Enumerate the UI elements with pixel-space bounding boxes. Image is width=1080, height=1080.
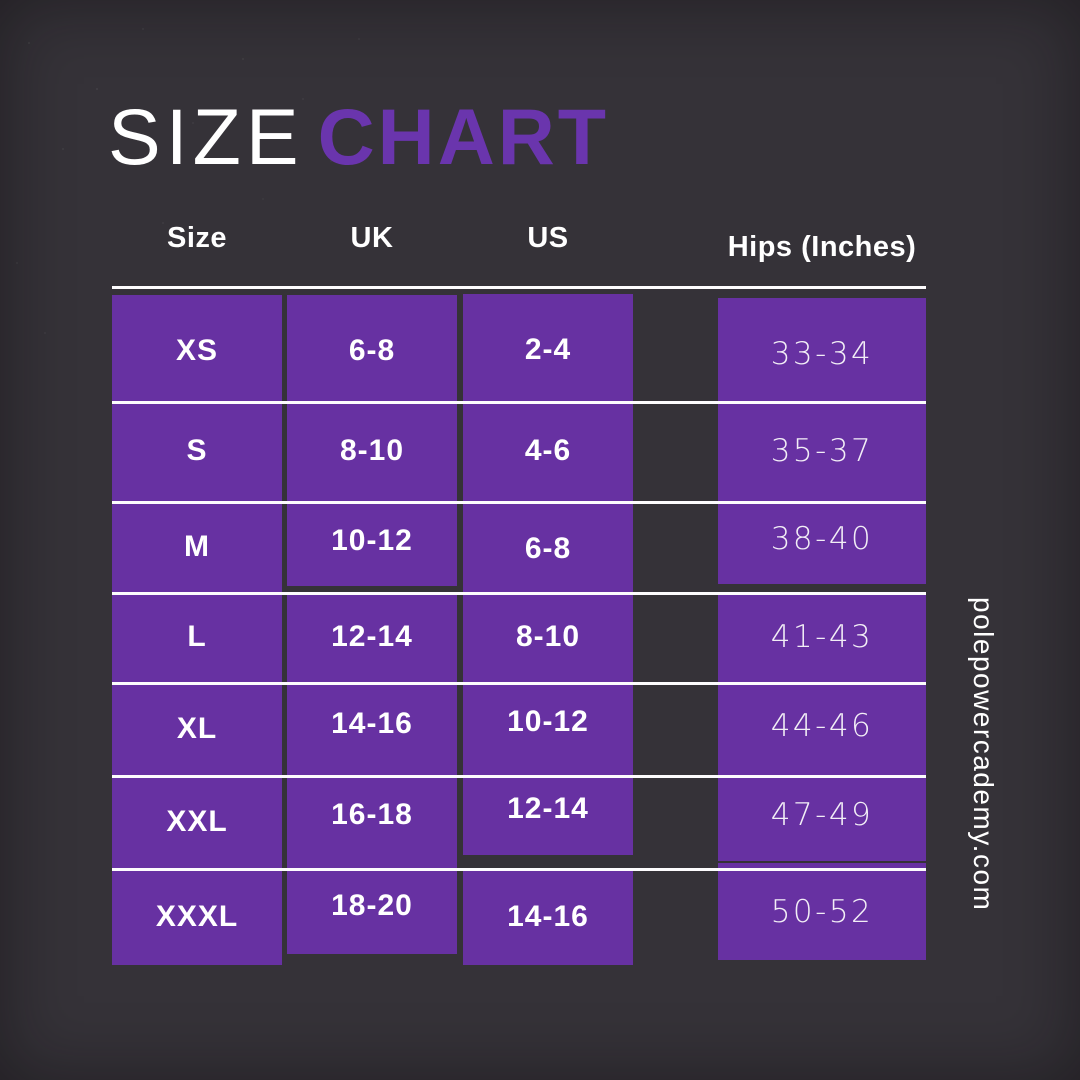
table-cell: 41-43: [718, 592, 926, 682]
table-cell: S: [112, 401, 282, 501]
row-separator-line: [112, 682, 926, 685]
title-word-chart: CHART: [317, 92, 610, 181]
table-cell: 4-6: [463, 401, 633, 501]
brand-website: polepowercademy.com: [968, 597, 999, 912]
table-cell: 6-8: [463, 503, 633, 594]
table-cell: XXL: [112, 775, 282, 868]
page-title: SIZE CHART: [108, 97, 609, 176]
table-cell: 10-12: [287, 495, 457, 586]
table-column-size: XS S M L XL XXL XXXL: [112, 290, 282, 965]
background-texture: [0, 0, 2, 2]
table-cell: XL: [112, 682, 282, 775]
column-header-us: US: [527, 222, 569, 254]
table-cell: 44-46: [718, 679, 926, 772]
table-cell: 8-10: [463, 592, 633, 682]
row-separator-line: [112, 401, 926, 404]
table-column-us: 2-4 4-6 6-8 8-10 10-12 12-14 14-16: [463, 290, 633, 965]
table-cell: M: [112, 501, 282, 592]
row-separator-line: [112, 592, 926, 595]
table-cell: 14-16: [463, 868, 633, 965]
table-top-line: [112, 286, 926, 289]
title-word-size: SIZE: [108, 92, 304, 181]
table-cell: L: [112, 592, 282, 682]
table-cell: 12-14: [287, 592, 457, 682]
table-cell: 14-16: [287, 677, 457, 770]
column-header-size: Size: [166, 222, 228, 254]
table-cell: 10-12: [463, 675, 633, 768]
table-cell: 47-49: [718, 768, 926, 861]
row-separator-line: [112, 775, 926, 778]
table-cell: 2-4: [463, 294, 633, 405]
table-cell: XXXL: [112, 868, 282, 965]
column-header-hips: Hips (Inches): [727, 231, 917, 263]
table-column-hips: 33-34 35-37 38-40 41-43 44-46 47-49 50-52: [718, 290, 926, 965]
table-cell: 50-52: [718, 863, 926, 960]
size-table: XS S M L XL XXL XXXL 6-8 8-10 10-12 12-14 14-16 16-…: [112, 286, 926, 965]
row-separator-line: [112, 868, 926, 871]
table-cell: 8-10: [287, 401, 457, 501]
table-column-uk: 6-8 8-10 10-12 12-14 14-16 16-18 18-20: [287, 290, 457, 965]
table-cell: 18-20: [287, 857, 457, 954]
row-separator-line: [112, 501, 926, 504]
table-cell: 33-34: [718, 298, 926, 409]
table-cell: 35-37: [718, 401, 926, 501]
table-cell: 16-18: [287, 768, 457, 861]
table-cell: 38-40: [718, 493, 926, 584]
table-cell: XS: [112, 295, 282, 406]
column-header-uk: UK: [350, 222, 394, 254]
table-cell: 6-8: [287, 295, 457, 406]
table-header-row: Size UK US Hips (Inches): [112, 222, 926, 268]
